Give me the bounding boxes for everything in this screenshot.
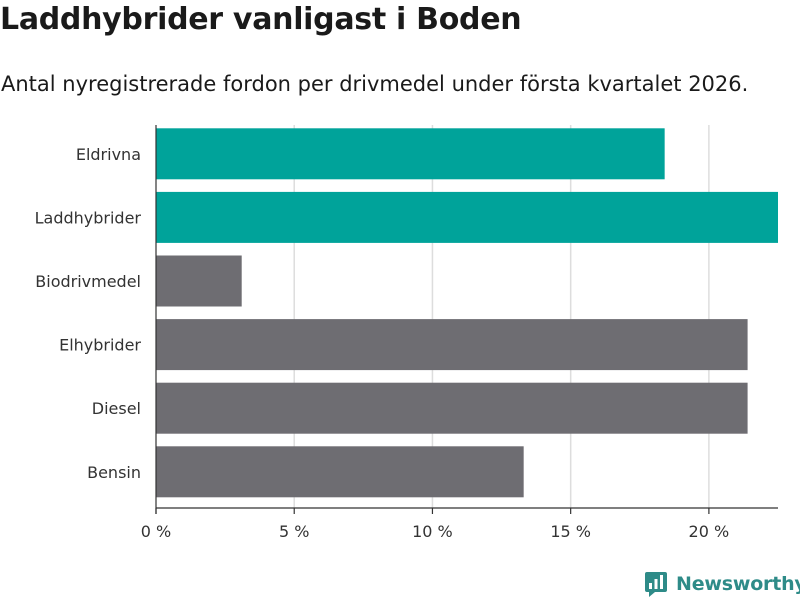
- category-label: Biodrivmedel: [35, 272, 141, 291]
- category-labels: Eldrivna Laddhybrider Biodrivmedel Elhybrid…: [35, 145, 142, 482]
- x-tick-label: 10 %: [412, 522, 453, 541]
- category-label: Elhybrider: [59, 336, 141, 355]
- chart-subtitle: Antal nyregistrerade fordon per drivmede…: [1, 72, 749, 96]
- newsworthy-logo-icon: [645, 572, 667, 597]
- bar-laddhybrider: [156, 191, 778, 243]
- category-label: Diesel: [92, 399, 141, 418]
- x-tick-label: 0 %: [141, 522, 171, 541]
- chart-title: Laddhybrider vanligast i Boden: [0, 2, 522, 37]
- bars: [156, 128, 778, 498]
- x-tick-label: 5 %: [279, 522, 309, 541]
- category-label: Eldrivna: [76, 145, 141, 164]
- bar-diesel: [156, 382, 748, 434]
- category-label: Laddhybrider: [35, 208, 142, 227]
- bar-elhybrider: [156, 319, 748, 371]
- bar-bensin: [156, 446, 524, 498]
- gridlines: [293, 125, 710, 508]
- category-label: Bensin: [87, 463, 141, 482]
- brand-logo: Newsworthy: [644, 568, 800, 600]
- axes: [155, 125, 778, 514]
- x-tick-label: 20 %: [689, 522, 730, 541]
- bar-eldrivna: [156, 128, 665, 180]
- x-tick-label: 15 %: [550, 522, 591, 541]
- tick-labels: 0 % 5 % 10 % 15 % 20 %: [141, 522, 729, 541]
- bar-biodrivmedel: [156, 255, 242, 307]
- brand-name: Newsworthy: [676, 573, 800, 595]
